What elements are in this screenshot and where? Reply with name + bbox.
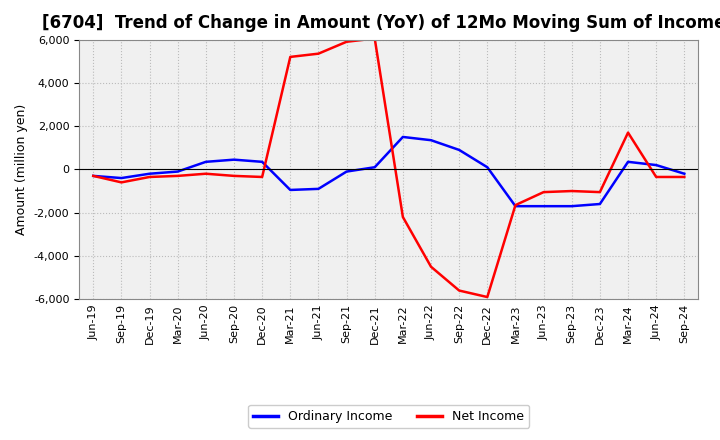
Ordinary Income	[370, 165, 379, 170]
Ordinary Income	[117, 176, 126, 181]
Ordinary Income	[567, 204, 576, 209]
Net Income	[230, 173, 238, 179]
Ordinary Income	[427, 138, 436, 143]
Net Income	[370, 36, 379, 41]
Ordinary Income	[399, 134, 408, 139]
Ordinary Income	[595, 202, 604, 207]
Ordinary Income	[483, 165, 492, 170]
Title: [6704]  Trend of Change in Amount (YoY) of 12Mo Moving Sum of Incomes: [6704] Trend of Change in Amount (YoY) o…	[42, 15, 720, 33]
Net Income	[511, 202, 520, 208]
Net Income	[680, 174, 688, 180]
Net Income	[483, 294, 492, 300]
Line: Ordinary Income: Ordinary Income	[94, 137, 684, 206]
Ordinary Income	[174, 169, 182, 174]
Line: Net Income: Net Income	[94, 39, 684, 297]
Net Income	[286, 54, 294, 59]
Legend: Ordinary Income, Net Income: Ordinary Income, Net Income	[248, 405, 529, 428]
Net Income	[342, 39, 351, 44]
Net Income	[145, 174, 154, 180]
Ordinary Income	[342, 169, 351, 174]
Net Income	[595, 190, 604, 195]
Net Income	[258, 174, 266, 180]
Ordinary Income	[258, 159, 266, 165]
Net Income	[652, 174, 660, 180]
Ordinary Income	[455, 147, 464, 153]
Net Income	[314, 51, 323, 56]
Net Income	[117, 180, 126, 185]
Ordinary Income	[539, 204, 548, 209]
Ordinary Income	[286, 187, 294, 193]
Net Income	[455, 288, 464, 293]
Ordinary Income	[652, 162, 660, 168]
Net Income	[174, 173, 182, 179]
Net Income	[202, 171, 210, 176]
Ordinary Income	[511, 204, 520, 209]
Ordinary Income	[145, 171, 154, 176]
Net Income	[427, 264, 436, 269]
Net Income	[89, 173, 98, 179]
Net Income	[567, 188, 576, 194]
Ordinary Income	[89, 173, 98, 179]
Ordinary Income	[230, 157, 238, 162]
Ordinary Income	[314, 186, 323, 191]
Ordinary Income	[202, 159, 210, 165]
Net Income	[399, 214, 408, 220]
Net Income	[539, 190, 548, 195]
Ordinary Income	[680, 171, 688, 176]
Ordinary Income	[624, 159, 632, 165]
Net Income	[624, 130, 632, 135]
Y-axis label: Amount (million yen): Amount (million yen)	[15, 104, 28, 235]
